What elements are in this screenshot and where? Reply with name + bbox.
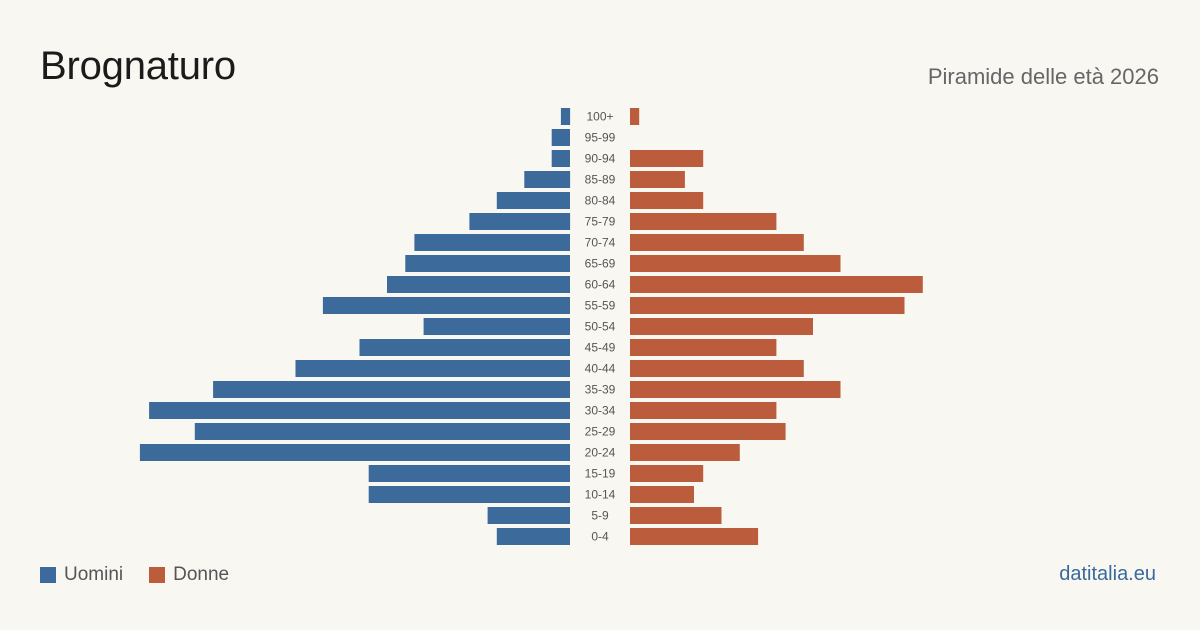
age-group-label: 65-69 [585, 257, 616, 271]
bar-women-10-14 [630, 486, 694, 503]
legend-label-women: Donne [173, 564, 230, 585]
age-group-label: 45-49 [585, 341, 616, 355]
age-group-label: 60-64 [585, 278, 616, 292]
age-group-label: 5-9 [591, 509, 609, 523]
age-group-label: 70-74 [585, 236, 616, 250]
bar-men-80-84 [496, 192, 570, 209]
bar-men-35-39 [213, 381, 570, 398]
bar-men-65-69 [405, 255, 570, 272]
bar-women-25-29 [630, 423, 786, 440]
bar-women-85-89 [630, 171, 685, 188]
bar-men-85-89 [524, 171, 571, 188]
bar-men-40-44 [295, 360, 570, 377]
age-group-label: 10-14 [585, 488, 616, 502]
bar-men-100+ [560, 108, 571, 125]
bar-men-75-79 [469, 213, 571, 230]
legend: Uomini Donne [40, 564, 255, 586]
bar-women-35-39 [630, 381, 841, 398]
bar-men-20-24 [139, 444, 570, 461]
bar-women-100+ [630, 108, 640, 125]
bar-men-50-54 [423, 318, 570, 335]
legend-item-women: Donne [149, 564, 229, 586]
bar-men-95-99 [551, 129, 570, 146]
age-group-label: 15-19 [585, 467, 616, 481]
age-group-label: 80-84 [585, 194, 616, 208]
age-group-label: 25-29 [585, 425, 616, 439]
age-group-label: 50-54 [585, 320, 616, 334]
age-group-label: 85-89 [585, 173, 616, 187]
bar-men-55-59 [322, 297, 570, 314]
legend-swatch-women [149, 567, 166, 583]
bar-men-70-74 [414, 234, 570, 251]
bar-women-60-64 [630, 276, 923, 293]
bar-women-0-4 [630, 528, 759, 545]
bar-men-60-64 [387, 276, 570, 293]
page-title: Brognaturo [40, 44, 236, 88]
bar-women-5-9 [630, 507, 722, 524]
legend-label-men: Uomini [64, 564, 124, 585]
age-group-label: 20-24 [585, 446, 616, 460]
bar-women-15-19 [630, 465, 704, 482]
age-group-label: 100+ [586, 110, 613, 124]
bar-men-45-49 [359, 339, 570, 356]
bar-women-40-44 [630, 360, 804, 377]
bar-men-10-14 [368, 486, 570, 503]
bar-women-30-34 [630, 402, 777, 419]
age-group-label: 0-4 [591, 530, 609, 544]
bar-men-25-29 [194, 423, 571, 440]
age-group-label: 30-34 [585, 404, 616, 418]
bar-men-0-4 [496, 528, 570, 545]
age-group-label: 75-79 [585, 215, 616, 229]
legend-item-men: Uomini [40, 564, 123, 586]
chart-subtitle: Piramide delle età 2026 [927, 64, 1159, 89]
age-group-label: 40-44 [585, 362, 616, 376]
bar-men-5-9 [487, 507, 570, 524]
bar-women-50-54 [630, 318, 813, 335]
bar-women-80-84 [630, 192, 704, 209]
bar-men-15-19 [368, 465, 570, 482]
bar-women-45-49 [630, 339, 777, 356]
age-group-label: 35-39 [585, 383, 616, 397]
age-group-label: 55-59 [585, 299, 616, 313]
bar-women-55-59 [630, 297, 905, 314]
legend-swatch-men [40, 567, 56, 583]
bar-men-90-94 [551, 150, 570, 167]
bar-women-75-79 [630, 213, 777, 230]
bar-women-65-69 [630, 255, 841, 272]
bar-women-20-24 [630, 444, 740, 461]
bar-women-90-94 [630, 150, 704, 167]
source-link[interactable]: datitalia.eu [1059, 563, 1156, 585]
bar-men-30-34 [149, 402, 570, 419]
age-group-label: 95-99 [585, 131, 616, 145]
bar-women-70-74 [630, 234, 804, 251]
age-group-label: 90-94 [585, 152, 616, 166]
